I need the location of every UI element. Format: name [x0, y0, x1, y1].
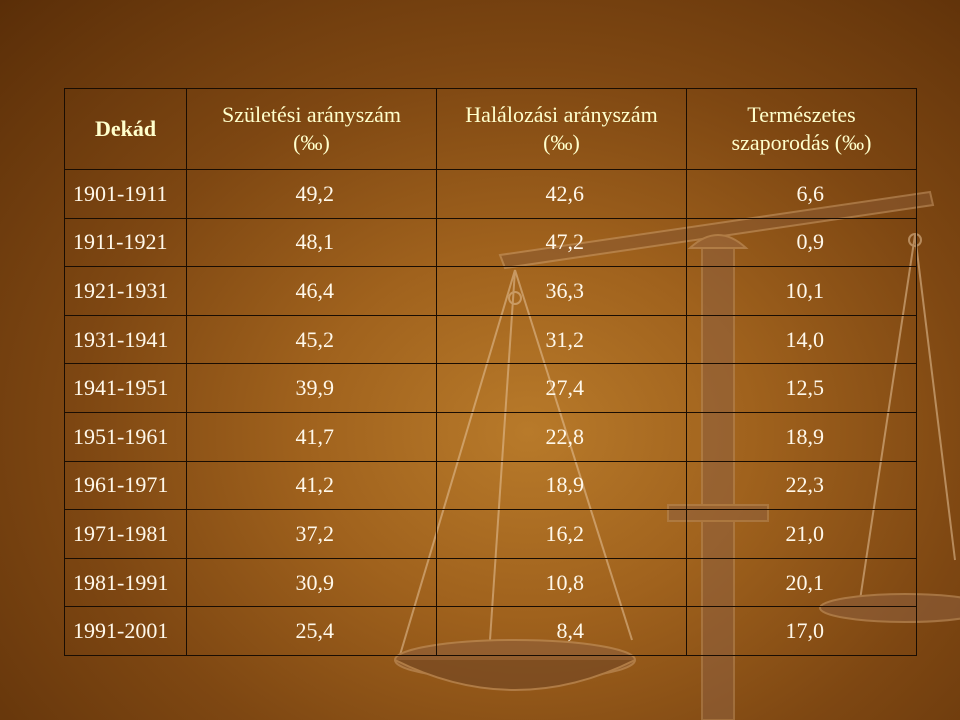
cell-birth-rate: 49,2 — [186, 169, 437, 219]
header-natural-line2: szaporodás (‰) — [731, 130, 872, 155]
table-row: 1901-1911 49,2 42,6 6,6 — [64, 169, 917, 219]
cell-decade: 1941-1951 — [64, 363, 187, 413]
cell-birth-rate: 37,2 — [186, 509, 437, 559]
cell-birth-rate: 45,2 — [186, 314, 437, 365]
header-birth-rate: Születési arányszám (‰) — [186, 88, 437, 170]
cell-decade: 1951-1961 — [64, 411, 187, 462]
cell-decade: 1901-1911 — [64, 169, 187, 219]
cell-death-rate: 27,4 — [436, 363, 687, 413]
cell-decade: 1911-1921 — [64, 217, 187, 268]
cell-birth-rate: 25,4 — [186, 606, 437, 656]
table-row: 1971-1981 37,2 16,2 21,0 — [64, 509, 917, 559]
table-row: 1921-1931 46,4 36,3 10,1 — [64, 266, 917, 316]
cell-birth-rate: 41,2 — [186, 460, 437, 511]
cell-death-rate: 42,6 — [436, 169, 687, 219]
cell-birth-rate: 41,7 — [186, 411, 437, 462]
cell-decade: 1991-2001 — [64, 606, 187, 656]
header-death-line2: (‰) — [543, 130, 580, 155]
cell-decade: 1921-1931 — [64, 266, 187, 316]
cell-birth-rate: 30,9 — [186, 557, 437, 608]
cell-natural-increase: 12,5 — [686, 363, 917, 413]
cell-death-rate: 36,3 — [436, 266, 687, 316]
cell-decade: 1931-1941 — [64, 314, 187, 365]
cell-natural-increase: 21,0 — [686, 509, 917, 559]
header-death-rate: Halálozási arányszám (‰) — [436, 88, 687, 170]
header-decade: Dekád — [64, 88, 187, 170]
header-natural-line1: Természetes — [747, 102, 856, 127]
population-statistics-table: Dekád Születési arányszám (‰) Halálozási… — [64, 88, 917, 656]
table-row: 1931-1941 45,2 31,2 14,0 — [64, 314, 917, 365]
cell-death-rate: 22,8 — [436, 411, 687, 462]
cell-birth-rate: 48,1 — [186, 217, 437, 268]
cell-natural-increase: 22,3 — [686, 460, 917, 511]
table-row: 1911-1921 48,1 47,2 0,9 — [64, 217, 917, 268]
cell-natural-increase: 14,0 — [686, 314, 917, 365]
cell-natural-increase: 0,9 — [686, 217, 917, 268]
cell-natural-increase: 17,0 — [686, 606, 917, 656]
header-natural-increase: Természetes szaporodás (‰) — [686, 88, 917, 170]
cell-death-rate: 8,4 — [436, 606, 687, 656]
cell-decade: 1971-1981 — [64, 509, 187, 559]
cell-natural-increase: 20,1 — [686, 557, 917, 608]
cell-death-rate: 10,8 — [436, 557, 687, 608]
table-row: 1951-1961 41,7 22,8 18,9 — [64, 411, 917, 462]
table-row: 1941-1951 39,9 27,4 12,5 — [64, 363, 917, 413]
cell-death-rate: 18,9 — [436, 460, 687, 511]
header-birth-line1: Születési arányszám — [222, 102, 401, 127]
table-row: 1961-1971 41,2 18,9 22,3 — [64, 460, 917, 511]
cell-birth-rate: 39,9 — [186, 363, 437, 413]
cell-natural-increase: 6,6 — [686, 169, 917, 219]
header-row: Dekád Születési arányszám (‰) Halálozási… — [64, 88, 917, 170]
cell-natural-increase: 18,9 — [686, 411, 917, 462]
cell-birth-rate: 46,4 — [186, 266, 437, 316]
cell-natural-increase: 10,1 — [686, 266, 917, 316]
header-death-line1: Halálozási arányszám — [465, 102, 658, 127]
table-row: 1991-2001 25,4 8,4 17,0 — [64, 606, 917, 656]
cell-decade: 1961-1971 — [64, 460, 187, 511]
cell-death-rate: 47,2 — [436, 217, 687, 268]
header-decade-label: Dekád — [94, 116, 157, 141]
cell-death-rate: 31,2 — [436, 314, 687, 365]
header-birth-line2: (‰) — [293, 130, 330, 155]
table-row: 1981-1991 30,9 10,8 20,1 — [64, 557, 917, 608]
cell-death-rate: 16,2 — [436, 509, 687, 559]
cell-decade: 1981-1991 — [64, 557, 187, 608]
